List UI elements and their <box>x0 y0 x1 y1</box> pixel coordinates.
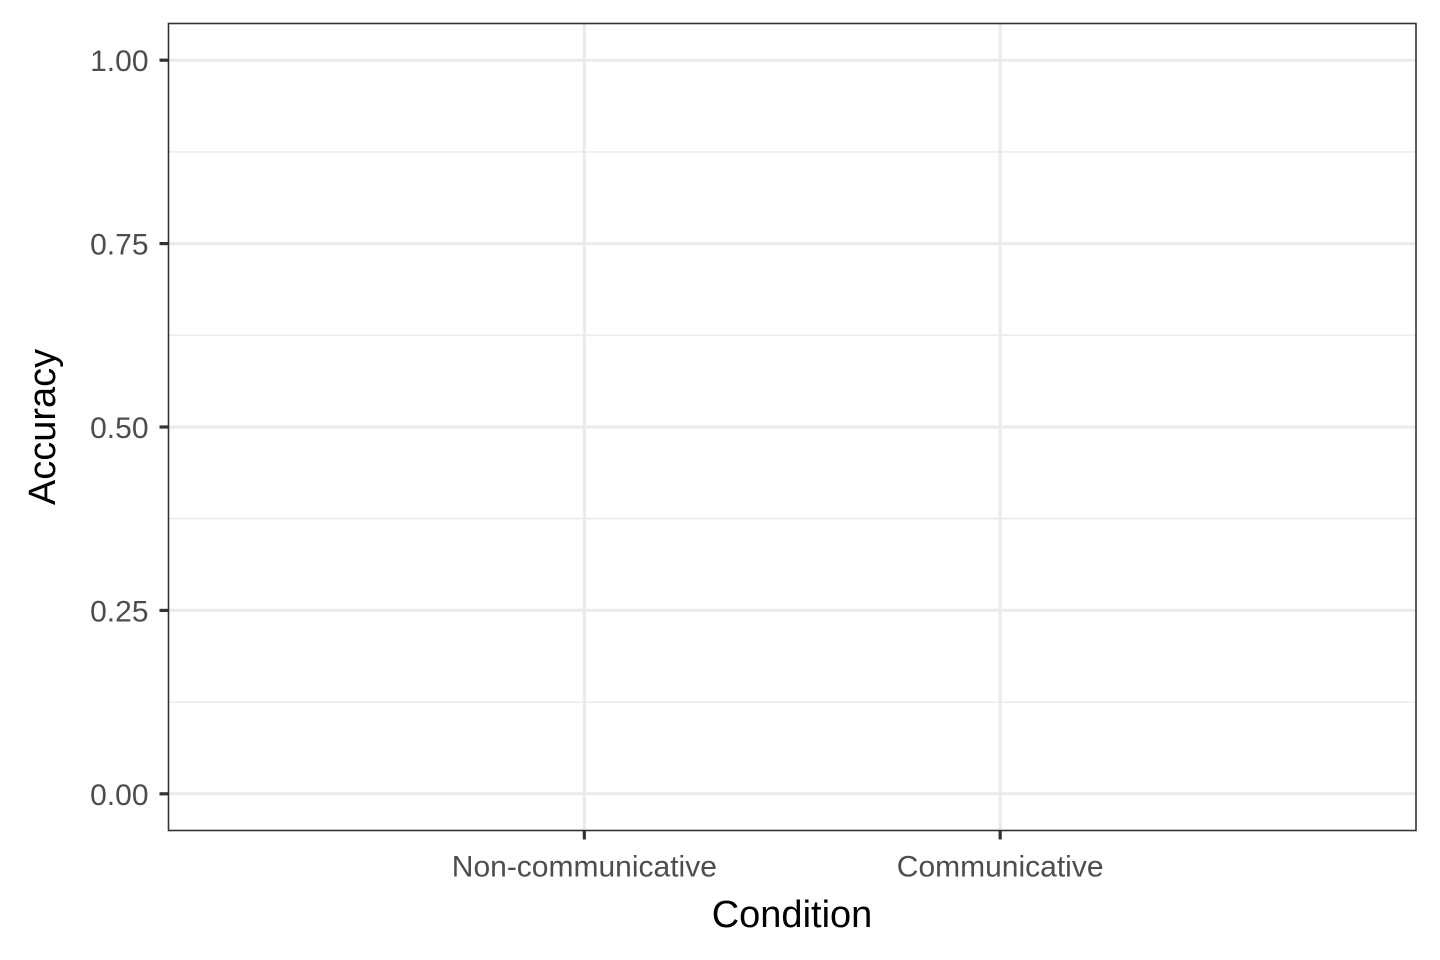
y-tick-label: 0.75 <box>90 229 148 262</box>
y-tick-label: 0.00 <box>90 779 148 812</box>
label-layer: 0.00 0.25 0.50 0.75 1.00 Non-communicative Com… <box>90 45 1103 883</box>
y-tick-label: 0.50 <box>90 412 148 445</box>
x-tick-label: Non-communicative <box>452 851 717 884</box>
x-axis-title: Condition <box>712 894 873 936</box>
y-tick-label: 1.00 <box>90 45 148 78</box>
x-tick-label: Communicative <box>897 851 1104 884</box>
tick-layer <box>159 58 1002 840</box>
grid-layer <box>168 23 1416 831</box>
y-axis-title: Accuracy <box>22 349 64 505</box>
y-tick-label: 0.25 <box>90 595 148 628</box>
